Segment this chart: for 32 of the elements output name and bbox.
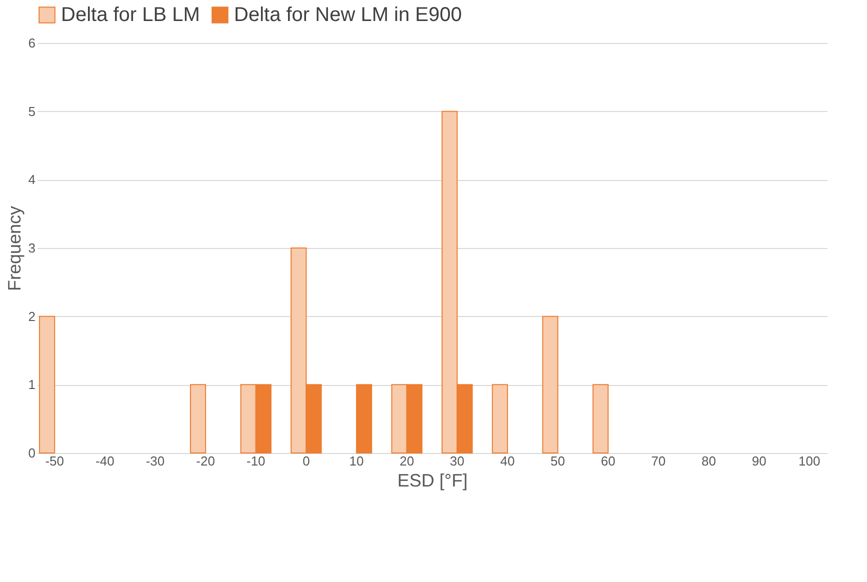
x-tick-label: 20 [400,454,414,468]
y-axis-title: Frequency [4,206,24,292]
y-tick-label: 1 [28,377,36,392]
legend-label: Delta for New LM in E900 [234,4,462,26]
y-tick-label: 2 [28,308,36,324]
y-tick-label: 6 [28,36,36,50]
bar [492,384,508,454]
x-tick-label: 80 [702,454,716,468]
y-tick-label: 3 [28,240,36,256]
x-tick-label: 70 [651,454,666,468]
x-tick-label: 40 [500,454,515,468]
x-tick-label: 30 [450,454,464,468]
bar [356,384,372,454]
x-axis-title: ESD [°F] [397,470,468,490]
x-tick-label: -50 [45,454,64,468]
y-tick-label: 5 [28,104,36,119]
x-tick-label: 100 [798,454,820,468]
x-tick-label: 50 [550,454,566,468]
x-tick-label: 90 [752,454,766,468]
legend-label: Delta for LB LM [61,4,200,26]
x-tick-label: -20 [196,454,215,468]
x-tick-label: -10 [246,454,266,468]
x-tick-label: 0 [302,454,310,468]
x-tick-label: -40 [96,454,114,468]
bar [542,316,558,454]
x-tick-label: -30 [146,454,165,468]
x-tick-label: 10 [349,454,364,468]
bar [39,316,56,454]
x-tick-label: 60 [600,454,616,468]
bar [190,384,206,454]
bar [592,384,609,454]
y-tick-label: 4 [28,172,36,188]
